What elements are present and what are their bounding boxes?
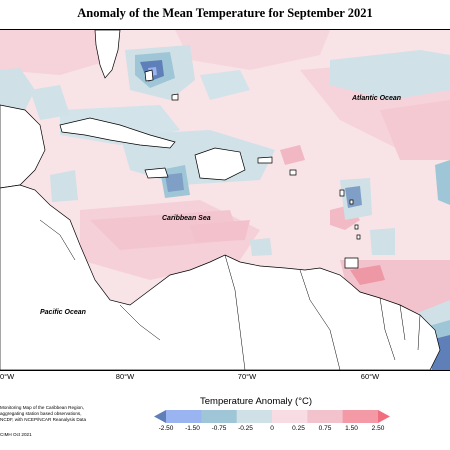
legend-tick-label: -0.75 bbox=[211, 425, 227, 432]
legend-tick-label: 0 bbox=[270, 425, 274, 432]
landmass-outlines bbox=[0, 30, 441, 370]
country-borders bbox=[39, 219, 421, 370]
lon-label-70w: 70°W bbox=[237, 372, 257, 381]
copyright-text: CIMH Oct 2021 bbox=[0, 432, 32, 437]
caribbean-label: Caribbean Sea bbox=[162, 215, 211, 222]
legend-swatch bbox=[307, 410, 344, 423]
map-title: Anomaly of the Mean Temperature for Sept… bbox=[77, 6, 373, 20]
legend-swatch bbox=[378, 410, 390, 423]
legend-tick-label: -1.50 bbox=[185, 425, 200, 432]
legend-swatch bbox=[272, 410, 308, 423]
lon-label-80w: 80°W bbox=[115, 372, 135, 381]
legend-tick-label: 0.25 bbox=[292, 425, 305, 432]
legend-colorbar bbox=[154, 410, 390, 423]
legend-swatch bbox=[342, 410, 379, 423]
legend-title: Temperature Anomaly (°C) bbox=[200, 396, 313, 407]
footnote-line: Monitoring Map of the Caribbean Region, bbox=[0, 405, 85, 410]
lon-label-60w: 60°W bbox=[360, 372, 380, 381]
footnote-line: NCDF, with NCEP/NCAR Reanalysis Data bbox=[0, 417, 87, 422]
pacific-label: Pacific Ocean bbox=[40, 309, 86, 316]
legend-swatch bbox=[236, 410, 273, 423]
lon-label-90w: 90°W bbox=[0, 372, 15, 381]
atlantic-label: Atlantic Ocean bbox=[351, 95, 401, 102]
legend-tick-label: -2.50 bbox=[158, 425, 174, 432]
legend-tick-label: 1.50 bbox=[345, 425, 358, 432]
legend-swatch bbox=[166, 410, 202, 423]
legend-tick-labels: -2.50 -1.50 -0.75 -0.25 0 0.25 0.75 1.50 2.50 bbox=[0, 425, 450, 435]
legend-swatch bbox=[201, 410, 238, 423]
legend-tick-label: 2.50 bbox=[371, 425, 385, 432]
anomaly-map: Atlantic Ocean Caribbean Sea Pacific Oce… bbox=[0, 29, 450, 371]
legend-tick-label: -0.25 bbox=[238, 425, 253, 432]
map-footnote: Monitoring Map of the Caribbean Region, … bbox=[0, 405, 110, 423]
legend-tick-label: 0.75 bbox=[318, 425, 332, 432]
legend-swatch bbox=[154, 410, 166, 423]
footnote-line: aggregating station based observations, bbox=[0, 411, 82, 416]
